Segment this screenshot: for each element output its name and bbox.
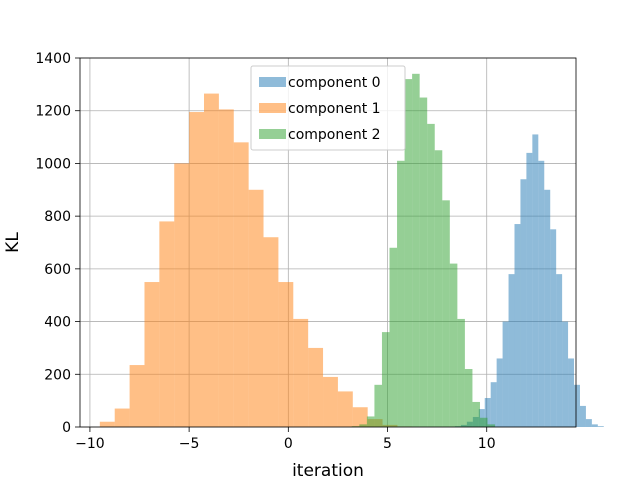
histogram-bar: [484, 398, 491, 427]
histogram-bar: [514, 224, 521, 427]
histogram-bar: [562, 321, 569, 427]
y-tick-label: 600: [44, 262, 71, 278]
histogram-bar: [366, 416, 375, 427]
histogram-bar: [114, 408, 130, 427]
y-tick-label: 1200: [35, 104, 71, 120]
legend-box: [250, 65, 406, 151]
legend-item: component 2: [259, 127, 381, 143]
histogram-bar: [129, 365, 145, 427]
y-tick-label: 1000: [35, 156, 71, 172]
x-tick-label: −5: [179, 436, 200, 452]
plot-frame: [79, 57, 577, 428]
histogram-bar: [472, 401, 480, 427]
histogram-bar: [323, 376, 338, 427]
histogram-bar: [490, 382, 497, 427]
series-1: [99, 93, 413, 428]
legend-swatch: [259, 129, 286, 139]
histogram-bar: [359, 424, 367, 427]
histogram-bar: [526, 152, 533, 427]
x-tick-label: 10: [478, 436, 496, 452]
histogram-bar: [550, 229, 557, 427]
histogram-bar: [496, 358, 503, 427]
histogram-bar: [144, 282, 160, 427]
histogram-bar: [352, 407, 368, 427]
histogram-bar: [597, 426, 604, 427]
histogram-bar: [574, 384, 580, 427]
y-tick-label: 800: [44, 209, 71, 225]
histogram-bar: [579, 405, 586, 427]
histogram-bars: [99, 73, 604, 428]
histogram-bar: [381, 332, 390, 427]
histogram-bar: [337, 391, 353, 427]
y-axis-label: KL: [3, 232, 23, 253]
histogram-bar: [99, 421, 115, 427]
histogram-bar: [233, 142, 249, 428]
legend-item: component 0: [259, 75, 381, 91]
histogram-bar: [556, 274, 563, 427]
histogram-bar: [457, 318, 465, 427]
legend-swatch: [259, 103, 286, 113]
histogram-bar: [189, 112, 204, 428]
legend-item: component 1: [259, 101, 381, 117]
histogram-bar: [487, 424, 496, 427]
axis-ticks: −10 −5 0 5 10 0 200 400 600 800 1000 1200 1400: [35, 51, 495, 452]
histogram-bar: [479, 417, 488, 427]
histogram-bar: [404, 79, 413, 427]
histogram-bar: [585, 419, 592, 427]
y-tick-label: 400: [44, 315, 71, 331]
y-tick-label: 200: [44, 367, 71, 383]
histogram-bar: [464, 369, 473, 427]
y-tick-label: 0: [62, 420, 71, 436]
legend-label: component 2: [288, 127, 381, 143]
legend: component 0 component 1 component 2: [250, 65, 406, 151]
histogram-bar: [568, 358, 575, 427]
legend-swatch: [259, 77, 286, 87]
histogram-bar: [427, 123, 435, 428]
histogram-bar: [308, 347, 324, 427]
x-tick-label: 5: [383, 436, 392, 452]
histogram-bar: [449, 263, 458, 427]
histogram-bar: [591, 424, 598, 427]
x-tick-label: −10: [75, 436, 105, 452]
histogram-bar: [532, 134, 539, 427]
legend-label: component 0: [288, 75, 381, 91]
histogram-bar: [434, 150, 443, 427]
histogram-bar: [293, 318, 309, 427]
histogram-bar: [278, 282, 294, 427]
histogram-bar: [520, 179, 527, 427]
x-axis-label: iteration: [292, 461, 364, 480]
x-tick-label: 0: [284, 436, 293, 452]
histogram-bar: [204, 93, 219, 427]
legend-label: component 1: [288, 101, 381, 117]
histogram-bar: [218, 109, 234, 428]
histogram-bar: [248, 189, 264, 427]
histogram-bar: [174, 163, 190, 427]
series-2: [351, 73, 496, 428]
histogram-bar: [412, 73, 420, 428]
histogram-bar: [502, 321, 509, 427]
histogram-bar: [374, 384, 382, 427]
histogram-bar: [389, 247, 398, 427]
histogram-bar: [544, 189, 551, 427]
histogram-bar: [397, 160, 405, 428]
y-tick-label: 1400: [35, 51, 71, 67]
histogram-bar: [538, 160, 545, 428]
histogram-bar: [508, 274, 515, 427]
histogram-bar: [419, 97, 428, 428]
histogram-bar: [159, 221, 175, 427]
histogram-bar: [263, 237, 279, 427]
histogram-bar: [442, 200, 450, 427]
